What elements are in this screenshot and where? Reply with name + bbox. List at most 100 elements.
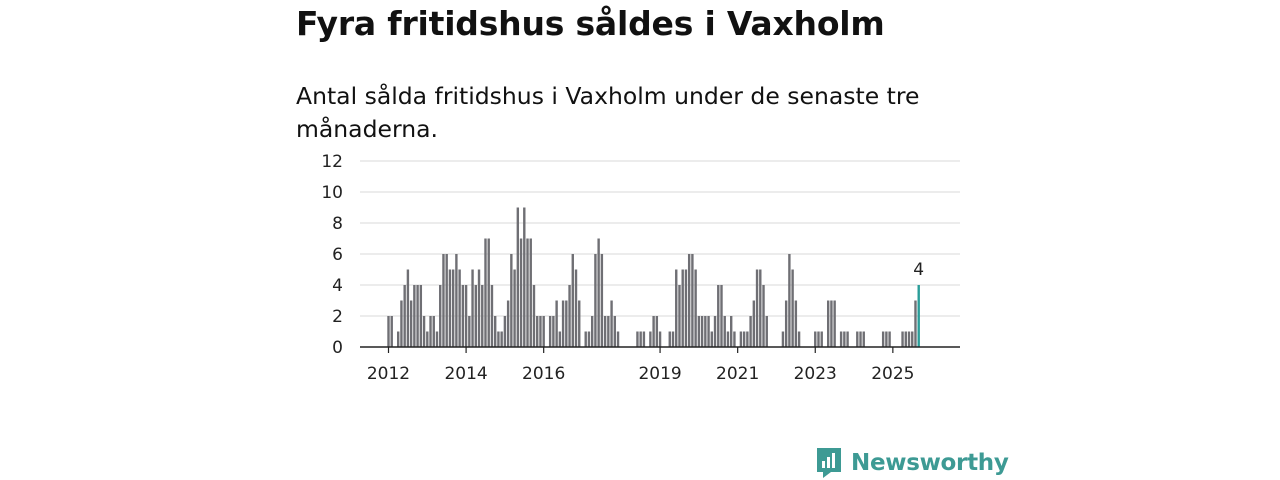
bar <box>610 300 613 347</box>
highlight-bar <box>917 285 920 347</box>
bar <box>636 331 639 347</box>
bar <box>907 331 911 347</box>
x-tick-label: 2021 <box>716 364 759 384</box>
bar <box>649 331 652 347</box>
bar <box>426 331 429 347</box>
newsworthy-logo-icon <box>817 448 841 478</box>
bar <box>675 269 678 347</box>
bar <box>413 285 416 347</box>
x-tick-label: 2019 <box>638 364 681 384</box>
bar <box>555 300 558 347</box>
bar <box>901 331 904 347</box>
bar <box>607 316 610 347</box>
bar <box>600 254 604 347</box>
bar <box>432 316 435 347</box>
bar <box>594 254 597 347</box>
bar <box>797 331 801 347</box>
bar <box>435 331 439 347</box>
bar <box>468 316 471 347</box>
bar <box>416 285 419 347</box>
bar <box>885 331 888 347</box>
bar <box>684 269 688 347</box>
bar <box>513 269 516 347</box>
bar <box>510 254 513 347</box>
bar <box>574 269 578 347</box>
y-tick-label: 12 <box>321 152 343 172</box>
bar <box>471 269 474 347</box>
bar <box>519 238 523 347</box>
bar <box>859 331 862 347</box>
bar <box>422 316 426 347</box>
bar <box>652 316 655 347</box>
bar <box>843 331 846 347</box>
bar <box>765 316 768 347</box>
bar <box>752 300 756 347</box>
bar <box>458 269 461 347</box>
bar <box>904 331 907 347</box>
bar <box>914 300 917 347</box>
bar <box>717 285 720 347</box>
bar <box>532 285 536 347</box>
bar <box>406 269 410 347</box>
bar <box>542 316 545 347</box>
bar <box>888 331 891 347</box>
bar <box>839 331 843 347</box>
chart-subtitle: Antal sålda fritidshus i Vaxholm under d… <box>296 82 920 143</box>
bar <box>451 269 455 347</box>
bar <box>616 331 620 347</box>
bar <box>516 207 520 347</box>
bar <box>493 316 497 347</box>
bar <box>529 238 532 347</box>
bar <box>523 207 526 347</box>
bar <box>642 331 646 347</box>
y-tick-label: 0 <box>332 338 343 358</box>
x-tick-label: 2012 <box>367 364 410 384</box>
bar <box>791 269 794 347</box>
x-tick-label: 2014 <box>444 364 487 384</box>
y-tick-label: 6 <box>332 245 343 265</box>
axes: 0 2 4 6 8 10 12 2012 2014 2016 2019 2021 2023 2025 4 <box>321 152 960 384</box>
bar <box>455 254 458 347</box>
bar <box>723 316 726 347</box>
y-tick-label: 8 <box>332 214 343 234</box>
chart-title: Fyra fritidshus såldes i Vaxholm <box>296 4 885 43</box>
bar <box>487 238 490 347</box>
y-tick-label: 4 <box>332 276 343 296</box>
bar <box>500 331 503 347</box>
y-tick-label: 10 <box>321 183 343 203</box>
bar <box>613 316 617 347</box>
bar <box>536 316 539 347</box>
bar <box>814 331 817 347</box>
x-tick-label: 2023 <box>794 364 837 384</box>
x-tick-label: 2016 <box>522 364 565 384</box>
bar <box>639 331 642 347</box>
bar <box>400 300 403 347</box>
bar <box>584 331 587 347</box>
bar <box>726 331 730 347</box>
bar <box>464 285 468 347</box>
bar <box>561 300 565 347</box>
bar <box>397 331 400 347</box>
bar <box>526 238 529 347</box>
bar <box>911 331 914 347</box>
bar <box>759 269 762 347</box>
bar <box>704 316 707 347</box>
bar <box>558 331 562 347</box>
bar <box>846 331 849 347</box>
bar <box>568 285 571 347</box>
bar <box>733 331 736 347</box>
bar <box>474 285 477 347</box>
bar <box>856 331 859 347</box>
bar <box>826 300 830 347</box>
bar <box>503 316 507 347</box>
bar <box>833 300 836 347</box>
bar <box>820 331 823 347</box>
bar <box>671 331 675 347</box>
bar <box>687 254 691 347</box>
newsworthy-logo: Newsworthy <box>815 446 1009 480</box>
bar <box>590 316 594 347</box>
bar <box>691 254 694 347</box>
bar <box>710 331 713 347</box>
bar <box>746 331 749 347</box>
